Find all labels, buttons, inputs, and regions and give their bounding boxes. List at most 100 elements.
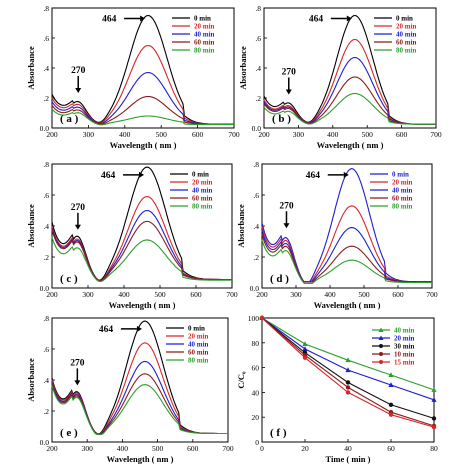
y-tick-label: 0.0 [252,124,262,133]
x-tick-label: 600 [396,130,408,139]
panel-letter: ( a ) [60,113,79,125]
peak-annotation-464: 464 [102,15,117,25]
legend-entry: 20 min [192,179,213,187]
panel-e: 200 300 400 500 600 700 .2 .4 .6 .8 0.0 464 270 0 min… [26,314,234,464]
legend-entry: 80 min [188,357,209,365]
data-point [345,367,351,373]
arrow-head-270 [285,89,292,95]
x-tick-label: 700 [430,130,442,139]
data-point [345,390,351,395]
panel-c: 200 300 400 500 600 700 .2 .4 .6 .8 0.0 464 270 0 min… [26,160,238,310]
legend-entry: 30 min [394,343,415,351]
legend-entry: 40 min [194,31,215,39]
peak-annotation-464: 464 [99,325,114,335]
data-point [431,397,437,402]
panel-letter: ( b ) [272,113,291,125]
x-tick-label: 200 [46,444,58,453]
data-point [345,380,351,385]
legend-entry: 20 min [396,23,417,31]
y-axis-title: Absorbance [26,46,36,90]
peak-annotation-270: 270 [70,358,85,368]
arrow-head-464 [343,171,349,178]
y-tick-label: 0.0 [250,284,260,293]
y-tick-label: .8 [43,160,49,169]
y-tick-label: 0.0 [40,284,50,293]
arrow-head-464 [346,15,352,22]
arrow-head-270 [283,223,290,229]
y-axis-title: Absorbance [238,46,248,90]
y-axis-title: Absorbance [236,204,246,248]
x-tick-label: 200 [46,290,58,299]
legend-entry: 80 min [396,47,417,55]
arrow-head-270 [74,380,81,386]
x-tick-label: 400 [119,130,131,139]
y-tick-label: .6 [43,345,49,354]
x-tick-label: 400 [118,290,130,299]
peak-annotation-464: 464 [309,15,324,25]
data-point [302,355,308,360]
x-tick-label: 600 [192,130,204,139]
y-tick-label: .8 [253,160,259,169]
x-tick-label: 600 [392,290,404,299]
y-tick-label: .6 [43,191,49,200]
series-line-80-min [51,108,234,126]
data-point [259,315,265,321]
y-tick-label: .8 [43,314,49,323]
peak-annotation-270: 270 [279,201,294,211]
x-tick-label: 300 [290,290,302,299]
panel-letter: ( e ) [60,427,78,439]
legend-marker [379,360,383,364]
legend-entry: 80 min [392,203,413,211]
series-line-80-min [51,237,232,283]
y-tick-label: .4 [43,376,49,385]
x-tick-label: 400 [324,290,336,299]
panel-letter: ( f ) [270,427,287,439]
legend-entry: 0 min [192,171,209,179]
y-tick-label: 60 [252,364,260,373]
x-tick-label: 40 [344,444,352,453]
arrow-head-464 [139,171,145,178]
y-tick-label: 0 [255,438,259,447]
legend-entry: 0 min [188,325,205,333]
series-line-60-min [51,220,232,281]
y-tick-label: .4 [255,64,261,73]
legend-entry: 0 min [392,171,409,179]
x-axis-title: Wavelength ( nm ) [110,140,177,150]
legend-entry: 60 min [188,349,209,357]
data-point [345,385,351,390]
legend-entry: 40 min [188,341,209,349]
x-tick-label: 500 [152,444,164,453]
x-axis-title: Wavelength ( nm ) [314,300,381,310]
x-tick-label: 200 [46,130,58,139]
x-tick-label: 700 [426,290,438,299]
series-line-80-min [51,384,228,435]
legend-entry: 20 min [394,335,415,343]
y-axis-title: Absorbance [26,204,36,248]
data-point [388,402,394,407]
y-tick-label: .8 [43,4,49,13]
x-axis-title: Wavelength ( nm ) [107,454,174,464]
peak-annotation-464: 464 [306,171,321,181]
legend-entry: 20 min [188,333,209,341]
legend-entry: 40 min [394,327,415,335]
y-tick-label: .6 [43,34,49,43]
arrow-head-464 [140,15,146,22]
data-point [388,372,394,378]
legend-entry: 80 min [194,47,215,55]
y-tick-label: .2 [255,94,261,103]
y-tick-label: .2 [43,407,49,416]
legend-marker [379,352,383,356]
series-line-80-min [261,239,432,284]
arrow-head-464 [136,325,142,332]
legend-entry: 40 min [392,187,413,195]
x-tick-label: 0 [260,444,264,453]
legend-entry: 60 min [396,39,417,47]
y-tick-label: .6 [255,34,261,43]
peak-annotation-270: 270 [71,203,86,213]
x-axis-title: Time ( min ) [326,454,371,464]
y-tick-label: .2 [43,94,49,103]
x-tick-label: 700 [222,444,234,453]
x-tick-label: 400 [327,130,339,139]
data-point [388,382,394,387]
